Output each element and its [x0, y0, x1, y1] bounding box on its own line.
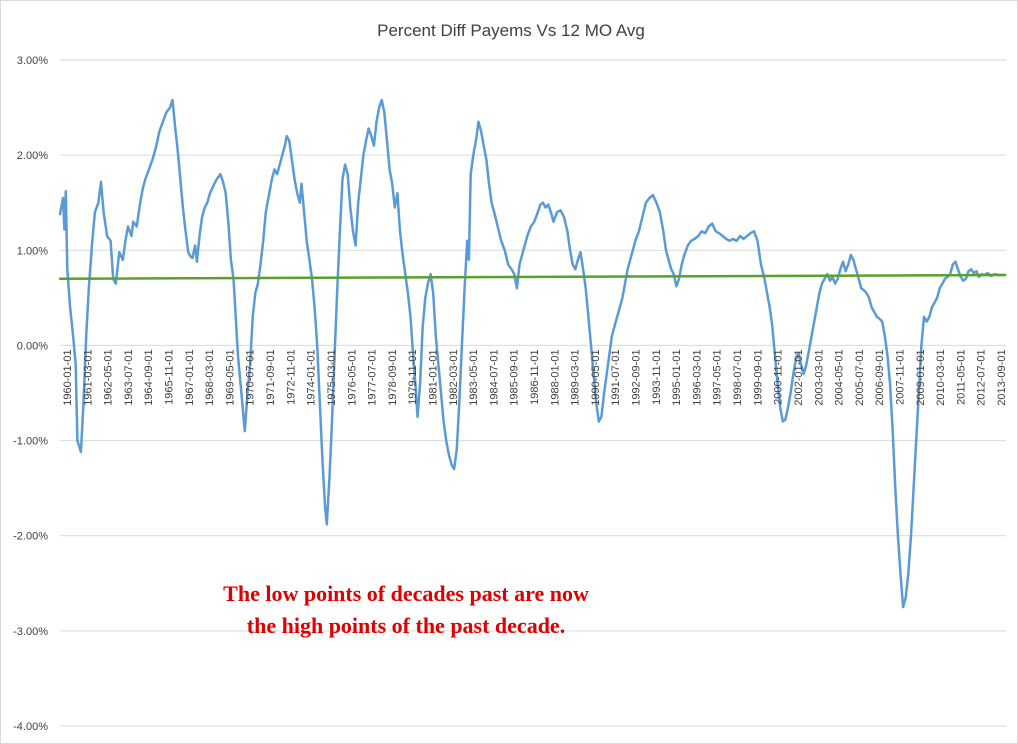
- x-tick-label: 1975-03-01: [326, 349, 338, 405]
- x-tick-label: 1981-01-01: [427, 349, 439, 405]
- x-tick-label: 2004-05-01: [834, 349, 846, 405]
- y-tick-label: -2.00%: [13, 531, 48, 543]
- x-tick-label: 1963-07-01: [123, 349, 135, 405]
- gridlines: [60, 59, 1006, 727]
- x-tick-label: 1998-07-01: [732, 349, 744, 405]
- x-tick-label: 2010-03-01: [935, 349, 947, 405]
- x-tick-label: 1995-01-01: [671, 349, 683, 405]
- chart-title: Percent Diff Payems Vs 12 MO Avg: [377, 21, 645, 40]
- x-tick-label: 1979-11-01: [407, 349, 419, 404]
- series-layer: [58, 98, 1007, 609]
- x-tick-label: 1999-09-01: [752, 349, 764, 405]
- y-tick-label: -3.00%: [13, 626, 48, 638]
- x-tick-label: 1984-07-01: [488, 349, 500, 405]
- x-tick-label: 1989-03-01: [570, 349, 582, 405]
- x-tick-label: 1977-07-01: [367, 349, 379, 405]
- x-tick-label: 1978-09-01: [387, 349, 399, 405]
- x-tick-label: 1991-07-01: [610, 349, 622, 405]
- x-tick-label: 1964-09-01: [143, 349, 155, 405]
- series-line-average: [58, 273, 1007, 281]
- x-tick-label: 2007-11-01: [894, 349, 906, 404]
- y-tick-label: 0.00%: [17, 340, 48, 352]
- y-tick-label: 2.00%: [17, 150, 48, 162]
- x-tick-label: 2013-09-01: [996, 349, 1008, 405]
- x-tick-label: 1974-01-01: [306, 349, 318, 405]
- annotation-line-2: the high points of the past decade.: [247, 613, 565, 638]
- x-tick-label: 1967-01-01: [184, 349, 196, 405]
- x-tick-label: 1968-03-01: [204, 349, 216, 405]
- x-tick-label: 1971-09-01: [265, 349, 277, 405]
- x-tick-label: 1982-03-01: [448, 349, 460, 405]
- x-tick-label: 1985-09-01: [509, 349, 521, 405]
- x-tick-label: 2003-03-01: [813, 349, 825, 405]
- x-tick-label: 1983-05-01: [468, 349, 480, 405]
- x-tick-label: 2000-11-01: [773, 349, 785, 404]
- x-tick-label: 1960-01-01: [62, 349, 74, 405]
- x-tick-label: 1976-05-01: [346, 349, 358, 405]
- x-tick-label: 1990-05-01: [590, 349, 602, 405]
- x-tick-label: 1961-03-01: [82, 349, 94, 405]
- x-tick-label: 2012-07-01: [976, 349, 988, 405]
- x-tick-label: 1972-11-01: [285, 349, 297, 404]
- x-tick-label: 2009-01-01: [915, 349, 927, 405]
- y-tick-label: 1.00%: [17, 245, 48, 257]
- x-tick-label: 2002-01-01: [793, 349, 805, 405]
- x-tick-label: 1993-11-01: [651, 349, 663, 404]
- y-tick-label: -4.00%: [13, 721, 48, 733]
- x-tick-label: 1988-01-01: [549, 349, 561, 405]
- x-tick-label: 1970-07-01: [245, 349, 257, 405]
- y-tick-label: 3.00%: [17, 55, 48, 67]
- x-tick-label: 1992-09-01: [631, 349, 643, 405]
- x-tick-label: 1996-03-01: [691, 349, 703, 405]
- x-tick-label: 2006-09-01: [874, 349, 886, 405]
- x-tick-label: 1965-11-01: [164, 349, 176, 404]
- x-tick-label: 2005-07-01: [854, 349, 866, 405]
- x-tick-label: 1969-05-01: [224, 349, 236, 405]
- x-axis-ticks: 1960-01-01 1961-03-01 1962-05-01 1963-07-01…: [62, 349, 1008, 405]
- x-tick-label: 1962-05-01: [103, 349, 115, 405]
- x-tick-label: 1997-05-01: [712, 349, 724, 405]
- x-tick-label: 1986-11-01: [529, 349, 541, 404]
- y-axis-ticks: 3.00% 2.00% 1.00% 0.00% -1.00% -2.00% -3.00% -4…: [13, 55, 48, 733]
- x-tick-label: 2011-05-01: [955, 349, 967, 404]
- annotation-line-1: The low points of decades past are now: [223, 581, 589, 606]
- y-tick-label: -1.00%: [13, 436, 48, 448]
